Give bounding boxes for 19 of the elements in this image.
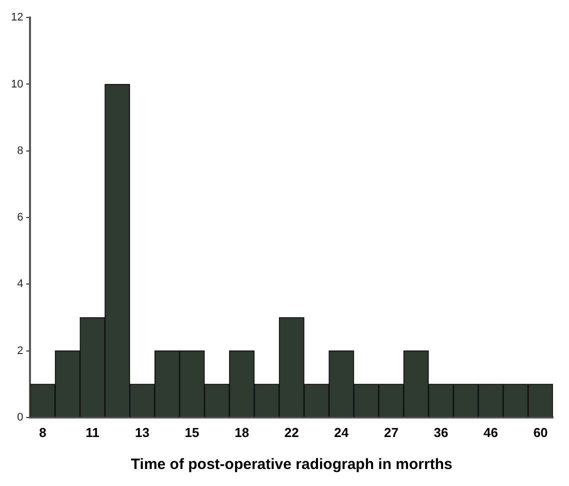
x-tick-label: 11 — [86, 424, 100, 440]
x-tick-label: 22 — [284, 424, 299, 440]
y-tick-label: 4 — [17, 278, 24, 290]
y-tick-label: 0 — [17, 411, 24, 424]
y-tick-label: 8 — [17, 144, 24, 157]
y-tick-label: 2 — [17, 344, 24, 357]
x-tick-label: 18 — [234, 424, 250, 440]
x-tick-label: 60 — [533, 424, 548, 440]
y-tick-label: 6 — [17, 212, 24, 224]
x-tick-label: 24 — [334, 424, 350, 440]
x-tick-label: 46 — [484, 424, 498, 440]
x-tick-label: 15 — [184, 424, 200, 440]
x-tick-label: 27 — [384, 424, 398, 440]
x-tick-label: 36 — [434, 424, 448, 440]
y-tick-label: 10 — [10, 78, 24, 90]
x-tick-label: 8 — [39, 424, 46, 440]
x-tick-label: 13 — [135, 424, 150, 440]
x-axis-title: Time of post-operative radiograph in morrths — [130, 456, 452, 474]
y-tick-label: 12 — [10, 12, 24, 24]
